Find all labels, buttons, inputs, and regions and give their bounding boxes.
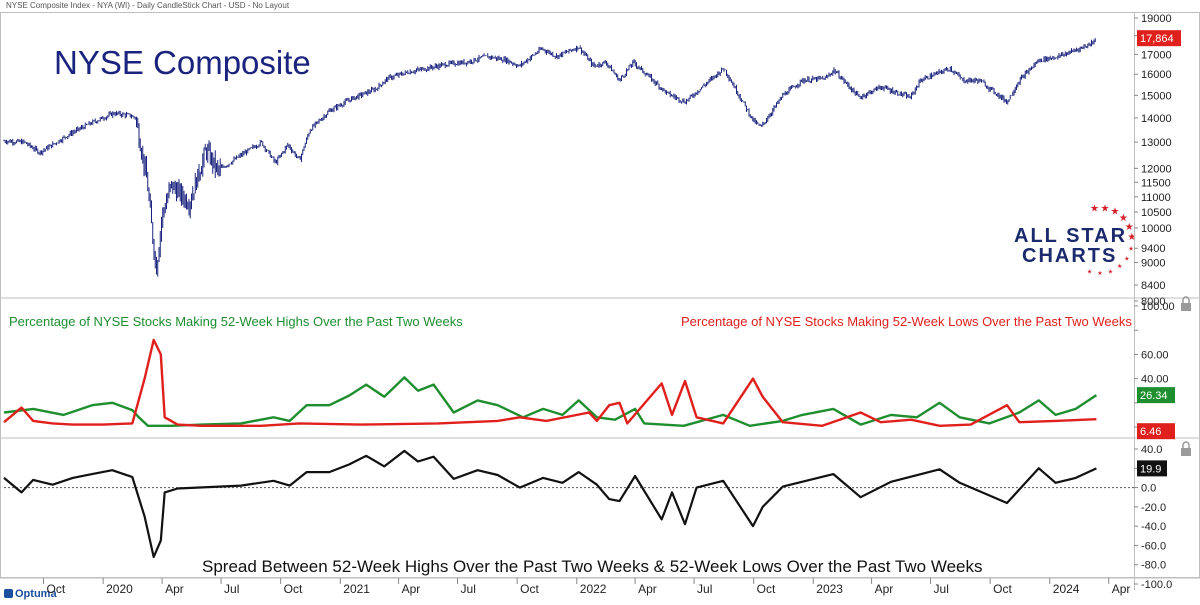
price-tick-label: 8000 <box>1141 296 1165 308</box>
price-last-value-text: 17,864 <box>1140 33 1174 45</box>
lows-last-value-text: 6.46 <box>1140 426 1161 438</box>
x-tick-label: 2022 <box>580 582 607 596</box>
logo-star-icon: ★ <box>1119 213 1128 224</box>
pct-tick-label: 40.00 <box>1141 374 1169 386</box>
x-tick-label: Apr <box>1112 582 1131 596</box>
logo-star-icon: ★ <box>1087 268 1092 275</box>
highs-last-value-tag <box>1137 387 1175 404</box>
x-tick-label: Apr <box>165 582 184 596</box>
lows-last-value-tag <box>1137 423 1175 440</box>
logo-star-icon: ★ <box>1090 205 1099 214</box>
logo-star-icon: ★ <box>1117 263 1122 270</box>
optuma-icon <box>4 589 13 598</box>
lows-series-line <box>3 338 1097 427</box>
x-tick-label: Apr <box>875 582 894 596</box>
x-tick-label: Jul <box>224 582 239 596</box>
x-tick-label: Oct <box>757 582 776 596</box>
logo-star-icon: ★ <box>1101 205 1110 214</box>
price-tick-label: 10500 <box>1141 207 1172 219</box>
highs-last-value-text: 26.34 <box>1140 390 1168 402</box>
x-tick-label: Jul <box>461 582 476 596</box>
x-tick-label: Oct <box>993 582 1012 596</box>
logo-text-line1: ALL STAR <box>1014 225 1128 247</box>
spread-panel-title: Spread Between 52-Week Highs Over the Pa… <box>202 557 983 576</box>
x-tick-label: 2021 <box>343 582 370 596</box>
x-tick-label: 2023 <box>816 582 843 596</box>
logo-star-icon: ★ <box>1127 232 1136 243</box>
x-tick-label: Jul <box>697 582 712 596</box>
plot-frame <box>0 12 1200 578</box>
x-tick-label: 2020 <box>106 582 133 596</box>
price-tick-label: 10000 <box>1141 223 1172 235</box>
optuma-label: Optuma <box>15 588 57 600</box>
logo-star-icon: ★ <box>1111 207 1120 218</box>
price-tick-label: 9400 <box>1141 243 1165 255</box>
price-tick-label: 19000 <box>1141 13 1172 25</box>
x-tick-label: Apr <box>402 582 421 596</box>
spread-tick-label: 0.0 <box>1141 483 1156 495</box>
spread-series-line <box>3 449 1097 559</box>
logo-text-line2: CHARTS <box>1022 245 1118 267</box>
price-panel-title: NYSE Composite <box>54 44 311 81</box>
all-star-charts-logo: ★ ★ ★ ★ ★ ★ ★ ★ ★ ★ ★ ★ ALL STAR CHARTS <box>1008 203 1138 280</box>
x-tick-label: Jul <box>934 582 949 596</box>
price-tick-label: 17000 <box>1141 49 1172 61</box>
price-last-value-tag <box>1137 30 1181 47</box>
lock-icon <box>1181 303 1191 311</box>
x-tick-label: Oct <box>520 582 539 596</box>
x-tick-label: Apr <box>638 582 657 596</box>
lock-icon <box>1182 441 1190 448</box>
price-tick-label: 8400 <box>1141 280 1165 292</box>
spread-tick-label: -40.0 <box>1141 521 1166 533</box>
price-tick-label: 11500 <box>1141 177 1171 189</box>
spread-tick-label: -60.0 <box>1141 540 1166 552</box>
optuma-watermark: Optuma <box>4 588 57 600</box>
price-tick-label: 11000 <box>1141 192 1171 204</box>
pct-tick-label: 60.00 <box>1141 349 1169 361</box>
price-tick-label: 14000 <box>1141 113 1172 125</box>
logo-star-icon: ★ <box>1125 222 1134 233</box>
highs-series-label: Percentage of NYSE Stocks Making 52-Week… <box>9 314 463 329</box>
lows-series-label: Percentage of NYSE Stocks Making 52-Week… <box>681 314 1132 329</box>
price-tick-label: 13000 <box>1141 137 1172 149</box>
lock-icon <box>1181 448 1191 456</box>
x-tick-label: Oct <box>47 582 66 596</box>
price-candles <box>3 38 1096 277</box>
spread-last-value-text: 19.9 <box>1140 463 1161 475</box>
x-tick-label: Oct <box>284 582 303 596</box>
spread-tick-label: -80.0 <box>1141 560 1166 572</box>
logo-star-icon: ★ <box>1124 255 1129 262</box>
price-tick-label: 12000 <box>1141 163 1172 175</box>
chart-header-title: NYSE Composite Index - NYA (WI) - Daily … <box>6 1 290 10</box>
logo-star-icon: ★ <box>1108 268 1113 275</box>
price-tick-label: 15000 <box>1141 90 1172 102</box>
price-tick-label: 9000 <box>1141 257 1165 269</box>
spread-last-value-tag <box>1137 460 1167 477</box>
logo-star-icon: ★ <box>1128 246 1133 253</box>
lock-icon <box>1182 296 1190 303</box>
spread-tick-label: -100.0 <box>1141 579 1172 591</box>
spread-tick-label: 40.0 <box>1141 444 1162 456</box>
pct-tick-label: 100.00 <box>1141 301 1175 313</box>
price-tick-label: 16000 <box>1141 69 1172 81</box>
x-tick-label: 2024 <box>1053 582 1080 596</box>
logo-star-icon: ★ <box>1097 270 1102 277</box>
spread-tick-label: -20.0 <box>1141 502 1166 514</box>
star-ring-icon: ★ ★ ★★★★★★★★★★ <box>1087 203 1137 277</box>
